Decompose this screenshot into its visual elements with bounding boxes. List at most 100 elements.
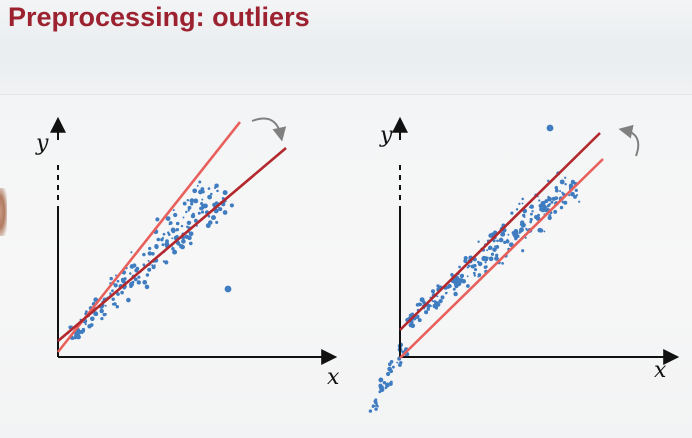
right-data-point [430, 289, 436, 294]
left-data-point [161, 243, 165, 247]
left-x-axis-label: x [327, 365, 340, 390]
left-data-point [147, 267, 152, 272]
left-data-point [130, 251, 133, 254]
right-data-point [484, 265, 488, 269]
left-data-point [129, 281, 134, 287]
right-data-point [548, 202, 552, 206]
right-data-point [389, 369, 393, 374]
left-data-point [113, 302, 117, 306]
presenter-edge [0, 188, 7, 236]
left-data-point [200, 210, 205, 214]
left-data-point [115, 305, 120, 309]
right-data-point [538, 203, 543, 209]
left-data-point [129, 264, 135, 269]
left-data-point [193, 218, 198, 223]
right-data-point [531, 210, 534, 213]
left-data-point [151, 252, 155, 256]
right-data-point [559, 190, 562, 193]
left-data-point [188, 241, 193, 246]
right-data-point [472, 266, 475, 269]
left-data-point [116, 279, 120, 283]
left-data-point [199, 206, 203, 211]
left-y-axis-label: y [35, 131, 49, 156]
left-data-point [168, 221, 173, 225]
left-data-point [189, 198, 195, 204]
left-data-point [142, 279, 148, 285]
right-data-point [521, 197, 524, 201]
left-data-point [89, 316, 95, 322]
right-data-point [460, 273, 464, 277]
right-plot: y x [368, 116, 680, 413]
right-data-point [466, 275, 469, 278]
left-data-point [109, 276, 113, 281]
left-data-point [136, 280, 141, 285]
right-data-point [543, 230, 546, 233]
left-data-point [74, 333, 78, 338]
right-point-cloud [368, 171, 581, 413]
right-data-point [374, 407, 378, 411]
left-data-point [175, 229, 178, 232]
right-data-point [548, 214, 552, 218]
right-data-point [529, 220, 533, 224]
right-data-point [417, 318, 422, 323]
right-data-point [496, 239, 499, 243]
header-divider [0, 94, 692, 95]
left-data-point [84, 323, 87, 326]
left-data-point [115, 274, 117, 277]
right-data-point [519, 223, 523, 226]
right-outlier-point [546, 124, 554, 132]
right-data-point [434, 306, 439, 310]
right-data-point [418, 302, 423, 306]
right-data-point [546, 205, 549, 208]
right-data-point [503, 240, 507, 244]
right-data-point [450, 273, 454, 277]
left-data-point [129, 272, 132, 275]
right-data-point [452, 287, 456, 291]
left-data-point [207, 215, 211, 218]
right-data-point [453, 291, 458, 297]
left-data-point [136, 266, 139, 270]
left-data-point [145, 273, 150, 277]
right-data-point [514, 237, 518, 241]
left-data-point [99, 308, 104, 314]
left-data-point [188, 221, 192, 224]
right-fit-line-light [399, 158, 604, 359]
right-data-point [505, 239, 510, 244]
left-data-point [196, 184, 199, 187]
left-data-point [185, 236, 188, 239]
left-data-point [126, 297, 131, 303]
left-data-point [180, 224, 184, 228]
left-data-point [201, 204, 206, 209]
right-data-point [563, 200, 568, 205]
right-data-point [473, 274, 476, 277]
left-data-point [173, 212, 178, 218]
right-data-point [495, 244, 500, 249]
right-data-point [538, 199, 541, 202]
right-data-point [473, 263, 477, 268]
left-data-point [156, 237, 161, 242]
left-data-point [180, 244, 185, 250]
left-data-point [162, 232, 166, 236]
left-data-point [94, 312, 98, 317]
right-data-point [444, 292, 448, 295]
left-fit-line-dark [57, 147, 287, 342]
right-data-point [523, 215, 526, 219]
right-x-axis-label: x [654, 358, 667, 383]
right-data-point [473, 268, 478, 272]
right-data-point [529, 204, 534, 209]
left-data-point [166, 243, 169, 246]
right-data-point [553, 209, 558, 214]
right-data-point [382, 381, 387, 385]
right-data-point [537, 213, 540, 217]
left-data-point [104, 304, 107, 307]
right-rotation-arrow [618, 124, 640, 157]
left-data-point [185, 210, 188, 214]
right-data-point [508, 242, 514, 248]
right-data-point [575, 194, 579, 197]
right-data-point [457, 280, 462, 285]
left-data-point [182, 216, 185, 219]
left-data-point [198, 189, 203, 195]
right-data-point [477, 261, 483, 267]
right-data-point [511, 231, 516, 235]
